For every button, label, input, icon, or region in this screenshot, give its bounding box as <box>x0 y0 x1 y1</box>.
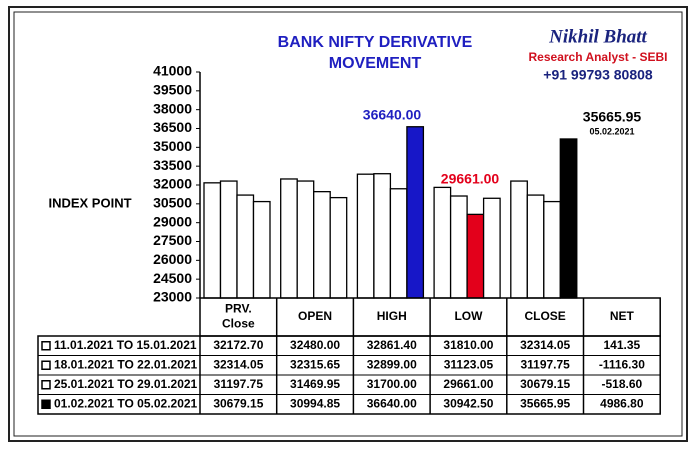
column-header: OPEN <box>298 309 332 323</box>
inner-frame <box>13 11 683 437</box>
bar <box>252 200 271 299</box>
brand-phone: +91 99793 80808 <box>543 67 653 83</box>
y-tick-label: 30500 <box>153 195 192 211</box>
y-axis-label: INDEX POINT <box>48 195 131 210</box>
column-header: LOW <box>454 309 483 323</box>
table-cell: 30942.50 <box>443 396 493 410</box>
bar <box>219 180 238 299</box>
y-tick-label: 33500 <box>153 157 192 173</box>
y-tick-label: 35000 <box>153 138 192 154</box>
table-cell: 30679.15 <box>520 377 570 391</box>
table-cell: 32315.65 <box>290 357 340 371</box>
table-cell: 35665.95 <box>520 396 570 410</box>
legend-entry: 11.01.2021 TO 15.01.2021 <box>54 338 197 352</box>
table-cell: 32899.00 <box>367 357 417 371</box>
legend-marker <box>41 380 51 390</box>
y-tick-label: 36500 <box>153 119 192 135</box>
table-cell: 30679.15 <box>213 396 263 410</box>
column-header: CLOSE <box>524 309 565 323</box>
legend-marker <box>41 399 51 409</box>
brand-role: Research Analyst - SEBI <box>529 50 668 64</box>
table-cell: 32172.70 <box>213 338 263 352</box>
bar <box>296 180 315 299</box>
bar <box>559 138 578 299</box>
bar <box>433 186 452 299</box>
y-tick-label: 23000 <box>153 289 192 305</box>
bar <box>510 180 528 299</box>
table-cell: 31197.75 <box>520 357 570 371</box>
y-tick-label: 32000 <box>153 176 192 192</box>
bar <box>389 188 408 299</box>
column-header: HIGH <box>377 309 407 323</box>
y-tick-label: 39500 <box>153 82 192 98</box>
y-tick-label: 26000 <box>153 251 192 267</box>
bar <box>406 126 425 299</box>
legend-entry: 18.01.2021 TO 22.01.2021 <box>54 357 198 371</box>
legend-entry: 25.01.2021 TO 29.01.2021 <box>54 377 198 391</box>
table-cell: -518.60 <box>601 377 642 391</box>
table-cell: 36640.00 <box>367 396 417 410</box>
table-cell: 32314.05 <box>213 357 263 371</box>
annotation: 35665.95 <box>583 109 642 125</box>
table-cell: 31197.75 <box>214 377 264 391</box>
table-cell: 31700.00 <box>367 377 417 391</box>
table-cell: 30994.85 <box>290 396 340 410</box>
legend-marker <box>41 360 51 370</box>
legend-marker <box>41 341 51 351</box>
bar <box>526 194 545 299</box>
annotation: 29661.00 <box>441 171 500 187</box>
bar <box>482 197 501 299</box>
bar <box>449 195 468 299</box>
bar <box>373 173 392 299</box>
bar <box>313 191 331 299</box>
annotation: 05.02.2021 <box>589 126 634 136</box>
table-cell: 141.35 <box>603 338 640 352</box>
table-cell: 31123.05 <box>444 357 494 371</box>
table-cell: 32861.40 <box>367 338 417 352</box>
column-header: NET <box>610 309 635 323</box>
table-cell: 32480.00 <box>290 338 340 352</box>
table-cell: 32314.05 <box>520 338 570 352</box>
bar <box>466 213 485 299</box>
bar <box>280 178 298 299</box>
bar <box>236 194 255 299</box>
y-tick-label: 27500 <box>153 232 192 248</box>
table-cell: -1116.30 <box>599 357 645 371</box>
bar <box>543 200 561 299</box>
bar <box>356 173 375 299</box>
table-cell: 31810.00 <box>443 338 493 352</box>
bar <box>329 196 348 299</box>
brand-name: Nikhil Bhatt <box>548 26 647 47</box>
y-tick-label: 41000 <box>153 63 192 79</box>
y-tick-label: 29000 <box>153 213 192 229</box>
table-cell: 29661.00 <box>443 377 493 391</box>
table-cell: 4986.80 <box>600 396 644 410</box>
column-header: PRV. Close <box>222 302 255 331</box>
annotation: 36640.00 <box>363 107 422 123</box>
outer-frame <box>8 6 688 442</box>
table-cell: 31469.95 <box>290 377 340 391</box>
bar <box>203 182 222 299</box>
chart-title: BANK NIFTY DERIVATIVE MOVEMENT <box>277 34 473 72</box>
y-tick-label: 38000 <box>153 100 192 116</box>
y-tick-label: 24500 <box>153 270 192 286</box>
legend-entry: 01.02.2021 TO 05.02.2021 <box>54 396 198 410</box>
